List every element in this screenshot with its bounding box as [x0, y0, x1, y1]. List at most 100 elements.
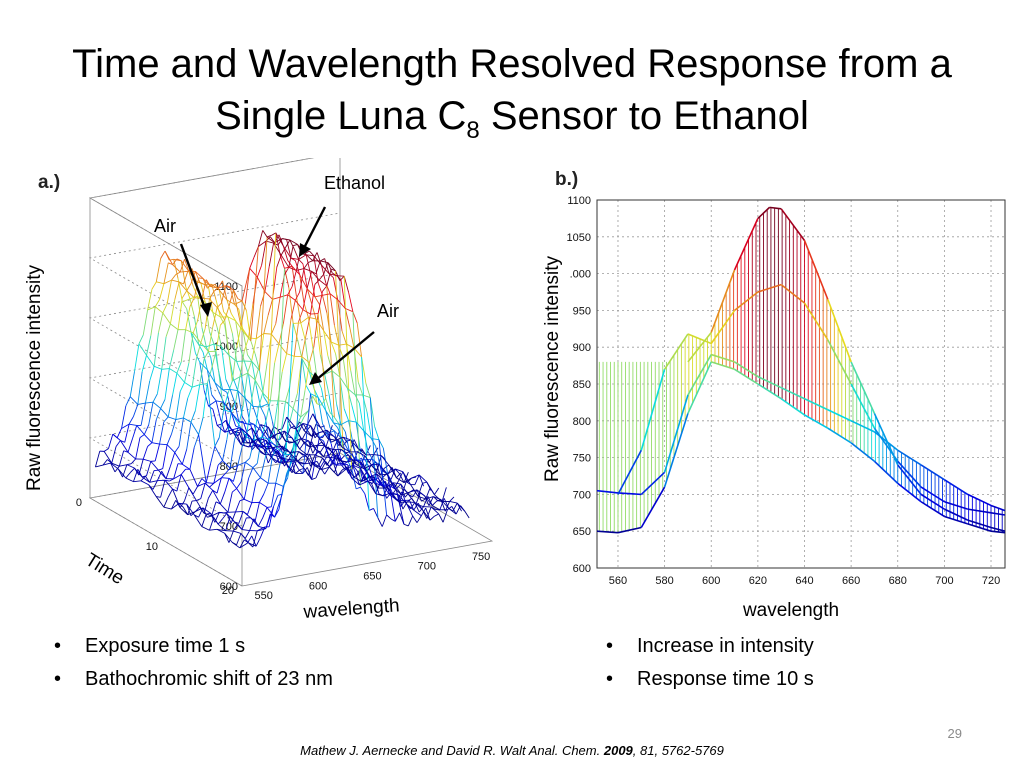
- mesh-line-time: [151, 419, 157, 443]
- mesh-line-wavelength: [271, 333, 280, 345]
- series-segment: [710, 269, 736, 333]
- mesh-line-wavelength: [311, 432, 320, 437]
- mesh-line-time: [171, 500, 177, 510]
- mesh-line-wavelength: [111, 462, 120, 467]
- mesh-line-wavelength: [395, 468, 404, 473]
- mesh-line-wavelength: [310, 425, 319, 438]
- mesh-line-wavelength: [369, 476, 379, 489]
- mesh-line-wavelength: [263, 448, 272, 458]
- mesh-line-time: [286, 416, 292, 428]
- mesh-line-time: [225, 516, 231, 531]
- mesh-line-time: [348, 291, 354, 312]
- mesh-line-wavelength: [258, 525, 267, 529]
- mesh-line-time: [304, 362, 310, 391]
- mesh-line-wavelength: [387, 468, 396, 475]
- mesh-line-time: [141, 355, 147, 372]
- mesh-line-time: [211, 351, 217, 369]
- series-segment: [944, 515, 968, 525]
- mesh-line-wavelength: [187, 511, 196, 516]
- mesh-line-time: [310, 273, 316, 297]
- mesh-line-wavelength: [224, 532, 233, 543]
- mesh-line-wavelength: [376, 473, 385, 482]
- mesh-line-time: [186, 283, 192, 291]
- mesh-line-wavelength: [417, 495, 426, 500]
- mesh-line-time: [146, 335, 152, 356]
- mesh-line-wavelength: [311, 437, 320, 480]
- mesh-line-time: [207, 326, 214, 352]
- mesh-line-wavelength: [276, 268, 285, 447]
- mesh-line-time: [203, 498, 209, 514]
- mesh-line-time: [217, 460, 223, 466]
- mesh-line-time: [332, 462, 339, 477]
- mesh-line-wavelength: [320, 427, 329, 440]
- mesh-line-time: [298, 309, 304, 323]
- mesh-line-time: [239, 539, 245, 549]
- mesh-line-wavelength: [323, 330, 332, 343]
- mesh-line-time: [142, 309, 149, 335]
- mesh-line-wavelength: [374, 478, 383, 485]
- mesh-line-wavelength: [322, 457, 331, 469]
- mesh-line-time: [311, 477, 317, 480]
- mesh-line-wavelength: [323, 456, 332, 458]
- mesh-line-wavelength: [259, 441, 268, 450]
- mesh-line-wavelength: [153, 365, 162, 370]
- mesh-line-time: [434, 487, 440, 495]
- mesh-line-wavelength: [239, 542, 248, 549]
- mesh-line-time: [162, 444, 168, 469]
- mesh-line-wavelength: [311, 271, 320, 281]
- mesh-line-wavelength: [245, 461, 254, 468]
- mesh-line-wavelength: [293, 358, 303, 462]
- mesh-line-wavelength: [133, 480, 142, 483]
- mesh-line-wavelength: [188, 487, 197, 501]
- mesh-line-time: [235, 320, 241, 348]
- mesh-line-time: [144, 380, 151, 404]
- series-segment: [990, 504, 1006, 512]
- mesh-line-time: [169, 452, 176, 467]
- mesh-line-wavelength: [189, 469, 198, 487]
- arrow-air-2: [315, 331, 375, 381]
- mesh-line-time: [277, 238, 283, 246]
- mesh-line-wavelength: [413, 509, 422, 517]
- mesh-line-wavelength: [228, 478, 237, 489]
- mesh-line-time: [374, 426, 380, 440]
- mesh-line-time: [286, 319, 292, 354]
- mesh-line-time: [361, 356, 367, 384]
- mesh-line-time: [181, 290, 188, 299]
- mesh-line-wavelength: [120, 440, 129, 453]
- right-bullet-list: Increase in intensity Response time 10 s: [600, 630, 814, 696]
- mesh-line-wavelength: [290, 451, 299, 453]
- mesh-line-wavelength: [284, 430, 293, 439]
- mesh-line-time: [311, 303, 317, 320]
- mesh-line-wavelength: [266, 507, 275, 518]
- mesh-line-wavelength: [326, 429, 335, 438]
- mesh-line-time: [340, 464, 346, 470]
- mesh-line-wavelength: [178, 281, 188, 292]
- mesh-line-wavelength: [363, 464, 372, 470]
- mesh-line-time: [161, 336, 167, 370]
- mesh-line-wavelength: [426, 481, 435, 495]
- series-segment: [850, 361, 876, 414]
- mesh-line-time: [234, 401, 240, 422]
- mesh-line-time: [131, 425, 138, 440]
- mesh-line-time: [231, 347, 238, 382]
- mesh-line-time: [188, 332, 194, 364]
- mesh-line-wavelength: [201, 526, 210, 531]
- mesh-line-wavelength: [329, 293, 338, 301]
- mesh-line-wavelength: [273, 449, 282, 459]
- mesh-line-wavelength: [219, 511, 227, 514]
- mesh-line-wavelength: [348, 454, 357, 465]
- mesh-line-time: [218, 289, 225, 313]
- mesh-line-wavelength: [339, 460, 348, 463]
- mesh-line-wavelength: [241, 529, 250, 532]
- mesh-line-time: [179, 258, 185, 273]
- mesh-line-wavelength: [378, 463, 387, 475]
- mesh-line-time: [325, 410, 331, 429]
- mesh-line-wavelength: [183, 417, 192, 423]
- mesh-line-time: [206, 368, 213, 384]
- mesh-line-wavelength: [219, 503, 229, 513]
- mesh-line-time: [322, 285, 328, 292]
- mesh-line-wavelength: [197, 482, 206, 487]
- mesh-line-time: [313, 313, 319, 348]
- mesh-line-wavelength: [405, 503, 415, 511]
- mesh-line-wavelength: [186, 503, 195, 516]
